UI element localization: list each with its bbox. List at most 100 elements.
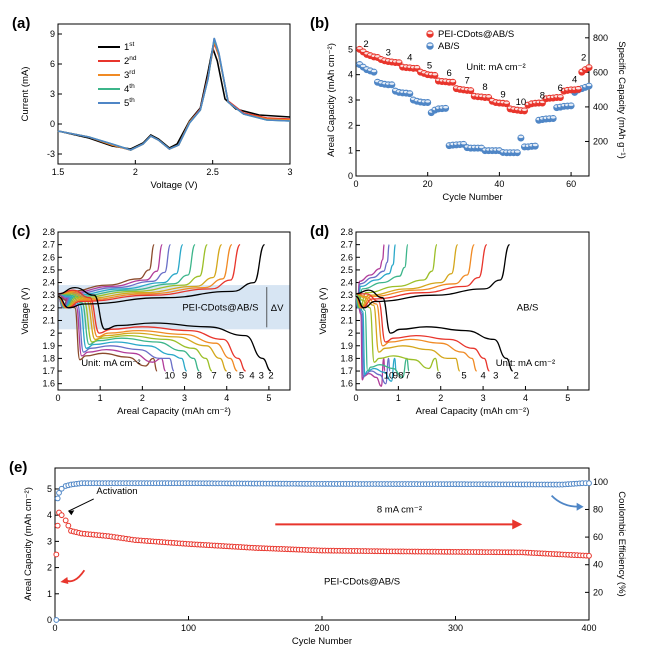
rate-point-shine xyxy=(486,95,492,98)
y-tick-label: 6 xyxy=(50,59,55,69)
y-axis-title: Areal Capacity (mAh cm⁻²) xyxy=(326,43,337,157)
legend-label: 2nd xyxy=(124,55,137,67)
capacity-point xyxy=(586,552,592,559)
rate-label: 6 xyxy=(447,68,452,79)
x-tick-label: 5 xyxy=(565,393,570,403)
y-tick-label: 2.5 xyxy=(42,265,55,275)
x-axis-title: Voltage (V) xyxy=(151,180,198,191)
y-tick-label: 2.4 xyxy=(340,278,353,288)
rate-label: 2 xyxy=(513,371,518,382)
capacity-point xyxy=(53,551,60,558)
y-tick-label: 2.8 xyxy=(42,227,55,237)
y-tick-label: 2.5 xyxy=(340,265,353,275)
rate-label: 8 xyxy=(197,371,202,382)
y-tick-label: 0 xyxy=(47,615,52,625)
sample-annotation: PEI-CDots@AB/S xyxy=(324,577,400,588)
y2-tick-label: 200 xyxy=(593,136,608,146)
rate-label: 8 xyxy=(540,91,545,102)
rate-label: 7 xyxy=(211,371,216,382)
x-tick-label: 1.5 xyxy=(52,167,65,177)
x-tick-label: 40 xyxy=(494,179,504,189)
plot-frame xyxy=(355,231,590,391)
x-tick-label: 60 xyxy=(566,179,576,189)
y-axis-title: Current (mA) xyxy=(20,67,31,122)
rate-arrowhead xyxy=(512,519,523,530)
y-tick-label: 1 xyxy=(47,589,52,599)
x-tick-label: 3 xyxy=(287,167,292,177)
y2-tick-label: 600 xyxy=(593,67,608,77)
activation-arrowhead xyxy=(68,510,75,516)
capacity-axis-indicator-head xyxy=(60,577,69,584)
y-axis-title: Voltage (V) xyxy=(318,288,329,335)
y-tick-label: 2.1 xyxy=(42,315,55,325)
y-tick-label: 0 xyxy=(50,119,55,129)
panel-label: (e) xyxy=(9,459,27,476)
rate-point-shine xyxy=(504,101,509,104)
y-tick-label: 1.6 xyxy=(340,379,353,389)
capacity-point xyxy=(62,517,69,524)
y2-tick-label: 100 xyxy=(593,477,608,487)
rate-point-shine xyxy=(432,73,438,76)
ce-point xyxy=(586,480,592,487)
rate-label: 5 xyxy=(461,371,466,382)
x-tick-label: 400 xyxy=(581,623,596,633)
y-tick-label: 1.8 xyxy=(340,353,353,363)
y2-axis-title: Coulombic Efficiency (%) xyxy=(616,491,627,596)
ce-point xyxy=(53,617,60,623)
rate-label: 5 xyxy=(239,371,244,382)
rate-label: 6 xyxy=(226,371,231,382)
x-tick-label: 0 xyxy=(55,393,60,403)
plot-frame xyxy=(57,231,291,391)
y-tick-label: 2.7 xyxy=(42,240,55,250)
y-tick-label: 5 xyxy=(348,44,353,54)
y-tick-label: 4 xyxy=(47,510,52,520)
panel-label: (b) xyxy=(310,15,329,32)
x-tick-label: 2.5 xyxy=(206,167,219,177)
x-tick-label: 200 xyxy=(314,623,329,633)
x-tick-label: 3 xyxy=(481,393,486,403)
rate-point-shine xyxy=(479,145,484,149)
y-tick-label: 9 xyxy=(50,29,55,39)
legend-label: 1st xyxy=(124,41,135,53)
unit-annotation: Unit: mA cm⁻² xyxy=(81,358,140,369)
discharge-curve xyxy=(57,289,246,372)
x-tick-label: 4 xyxy=(224,393,229,403)
sample-annotation: AB/S xyxy=(517,302,539,313)
rate-point-shine xyxy=(550,116,556,119)
x-tick-label: 2 xyxy=(140,393,145,403)
rate-point-shine xyxy=(407,91,413,94)
ce-axis-indicator xyxy=(550,495,579,508)
discharge-curve xyxy=(355,289,513,372)
y2-tick-label: 60 xyxy=(593,532,603,542)
rate-label: 3 xyxy=(493,371,498,382)
panel-c: 0 1 2 3 4 51.61.71.81.922.12.22.32.42.52.62.7… xyxy=(12,223,291,417)
charge-curve xyxy=(355,243,511,309)
y-tick-label: 2 xyxy=(47,563,52,573)
legend-marker-shine xyxy=(427,31,433,35)
y2-tick-label: 80 xyxy=(593,504,603,514)
y-tick-label: 3 xyxy=(47,536,52,546)
panel-label: (d) xyxy=(310,223,329,240)
rate-annotation: 8 mA cm⁻² xyxy=(377,505,422,516)
rate-label: 2 xyxy=(268,371,273,382)
cv-curve-3 xyxy=(57,40,291,151)
x-axis-title: Areal Capacity (mAh cm⁻²) xyxy=(117,406,231,417)
y-tick-label: 2 xyxy=(348,328,353,338)
x-tick-label: 0 xyxy=(353,393,358,403)
x-axis-title: Cycle Number xyxy=(442,192,502,203)
rate-label: 9 xyxy=(393,371,398,382)
x-tick-label: 1 xyxy=(396,393,401,403)
y-tick-label: 3 xyxy=(50,89,55,99)
rate-label: 9 xyxy=(500,89,505,100)
y-tick-label: -3 xyxy=(47,149,55,159)
x-tick-label: 0 xyxy=(52,623,57,633)
rate-label: 4 xyxy=(407,53,412,64)
rate-label: 10 xyxy=(384,371,395,382)
discharge-curve xyxy=(57,293,200,372)
y2-tick-label: 20 xyxy=(593,587,603,597)
y-tick-label: 4 xyxy=(348,70,353,80)
rate-label: 10 xyxy=(164,371,175,382)
rate-label: 4 xyxy=(480,371,485,382)
rate-point-shine xyxy=(461,141,466,145)
activation-arrow xyxy=(68,498,94,512)
